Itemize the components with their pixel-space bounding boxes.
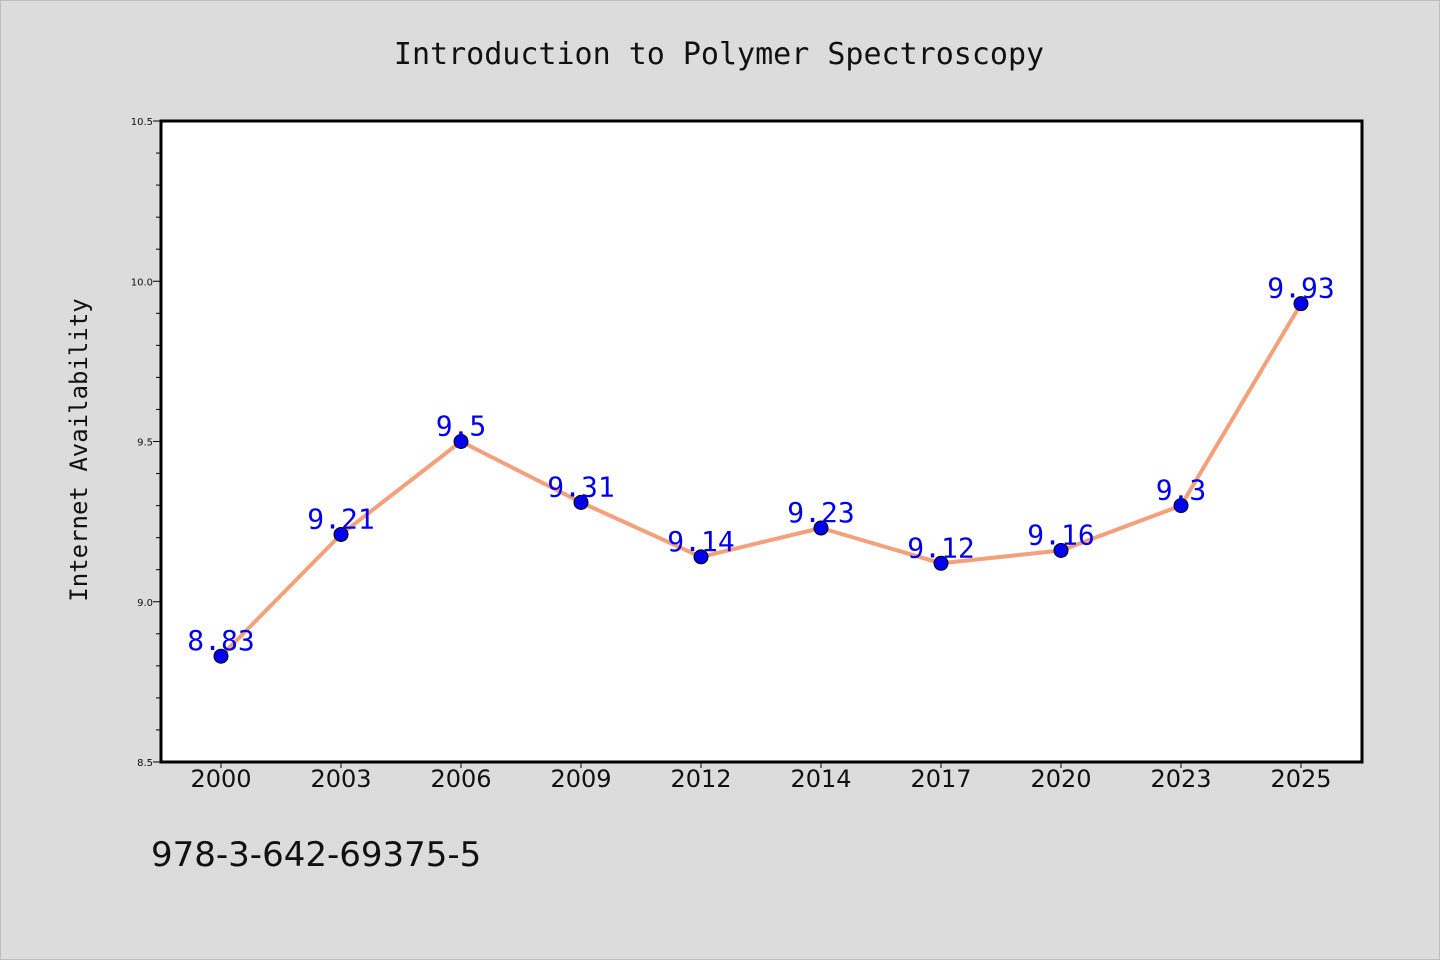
series-line — [219, 301, 1303, 659]
data-point — [933, 555, 949, 571]
data-label: 9.31 — [547, 470, 614, 503]
data-labels: 8.83 9.21 9.5 9.31 9.14 9.23 9.12 9.16 9.3 9.93 — [187, 272, 1334, 658]
x-tick-label: 2017 — [910, 765, 971, 793]
x-tick-label: 2000 — [190, 765, 251, 793]
data-point — [693, 549, 709, 565]
y-tick-label: 9.0 — [137, 598, 153, 609]
y-tick-label: 8.5 — [137, 758, 153, 769]
x-tick-label: 2025 — [1270, 765, 1331, 793]
data-label: 9.23 — [787, 496, 854, 529]
data-label: 9.16 — [1027, 518, 1094, 551]
data-label: 9.14 — [667, 525, 734, 558]
y-axis: 8.5 9.0 9.5 10.0 10.5 — [131, 117, 161, 769]
x-tick-label: 2006 — [430, 765, 491, 793]
x-tick-label: 2003 — [310, 765, 371, 793]
data-label: 9.5 — [436, 410, 487, 443]
data-label: 9.21 — [307, 502, 374, 535]
data-label: 9.3 — [1156, 474, 1207, 507]
x-tick-label: 2009 — [550, 765, 611, 793]
isbn-footnote: 978-3-642-69375-5 — [151, 835, 481, 875]
chart-title: Introduction to Polymer Spectroscopy — [394, 37, 1044, 72]
y-axis-label: Internet Availability — [65, 298, 93, 601]
data-point — [1053, 542, 1069, 558]
x-tick-label: 2014 — [790, 765, 851, 793]
data-point — [453, 434, 469, 449]
data-point — [1293, 296, 1309, 312]
x-tick-label: 2012 — [670, 765, 731, 793]
y-tick-label: 10.5 — [131, 117, 153, 128]
x-tick-label: 2023 — [1150, 765, 1211, 793]
data-point — [333, 526, 349, 542]
data-point — [813, 520, 829, 536]
y-tick-label: 9.5 — [137, 438, 153, 449]
data-point — [213, 648, 229, 664]
data-markers — [213, 296, 1309, 664]
y-tick-label: 10.0 — [131, 277, 153, 288]
x-tick-label: 2020 — [1030, 765, 1091, 793]
plot-area — [159, 119, 1364, 764]
x-axis: 2000 2003 2006 2009 2012 2014 2017 2020 2023 2025 — [190, 762, 1332, 793]
data-label: 9.12 — [907, 531, 974, 564]
data-point — [573, 494, 589, 510]
data-label: 8.83 — [187, 624, 254, 657]
data-label: 9.93 — [1267, 272, 1334, 305]
data-point — [1173, 498, 1189, 514]
